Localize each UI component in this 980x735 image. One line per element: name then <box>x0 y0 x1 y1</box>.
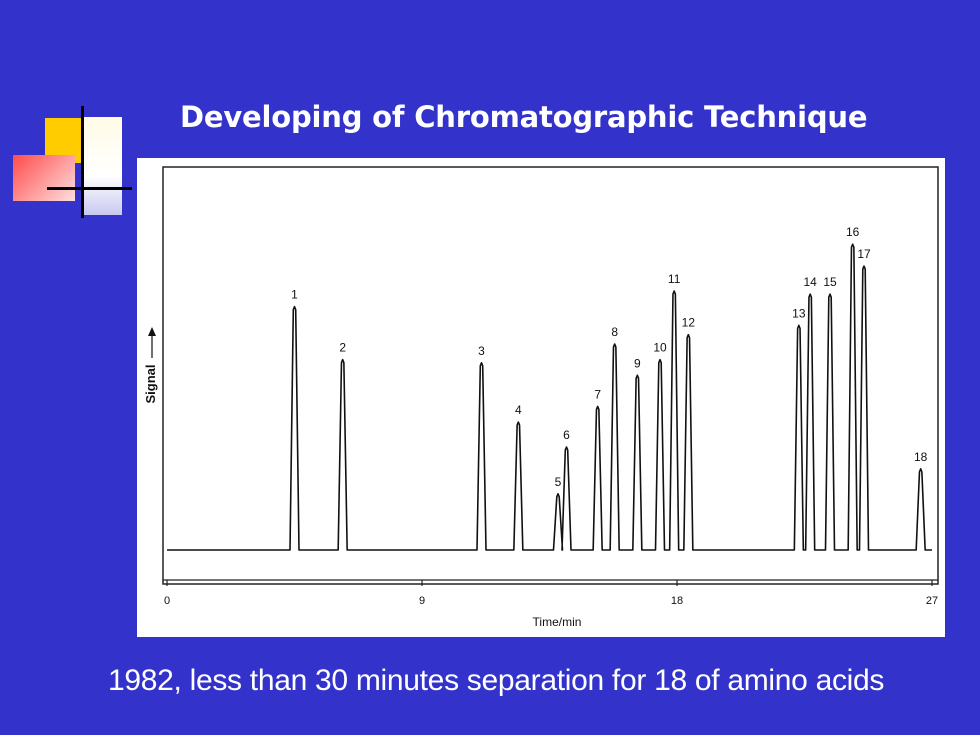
peak-label: 1 <box>291 288 298 302</box>
peak-label: 7 <box>594 387 601 401</box>
peak-label: 5 <box>555 475 562 489</box>
x-axis-label: Time/min <box>533 615 582 629</box>
peak-label: 2 <box>339 341 346 355</box>
x-axis-ticks: 0 9 18 27 <box>164 580 938 607</box>
peak-label: 4 <box>515 403 522 417</box>
peak-label: 12 <box>682 316 696 330</box>
chromatogram-panel: 0 9 18 27 1 2 3 4 5 6 7 8 9 10 11 12 13 14 15 16 17 18 Time/… <box>137 158 945 637</box>
decor-white-rectangle <box>82 117 122 215</box>
peak-label: 11 <box>668 272 681 286</box>
x-tick-label: 27 <box>926 595 938 607</box>
peak-label: 10 <box>653 341 667 355</box>
peak-label: 18 <box>914 450 928 464</box>
decor-red-square <box>13 155 75 201</box>
peak-label: 6 <box>563 428 570 442</box>
x-tick-label: 0 <box>164 595 170 607</box>
plot-frame <box>162 166 939 585</box>
peak-label: 17 <box>857 247 871 261</box>
peak-label: 8 <box>611 325 618 339</box>
signal-trace <box>167 243 932 551</box>
x-tick-label: 9 <box>419 595 425 607</box>
slide-title: Developing of Chromatographic Technique <box>180 100 868 134</box>
x-tick-label: 18 <box>671 595 683 607</box>
peak-label: 9 <box>634 356 641 370</box>
y-axis-arrow <box>148 327 156 358</box>
peak-label: 14 <box>803 275 817 289</box>
decor-vertical-line <box>81 106 84 218</box>
peak-label: 3 <box>478 344 485 358</box>
decor-horizontal-line <box>47 187 132 190</box>
peak-label: 16 <box>846 225 860 239</box>
peak-label: 15 <box>823 275 837 289</box>
slide-caption: 1982, less than 30 minutes separation fo… <box>108 664 885 697</box>
peak-label: 13 <box>792 306 806 320</box>
y-axis-label: Signal <box>143 364 158 403</box>
